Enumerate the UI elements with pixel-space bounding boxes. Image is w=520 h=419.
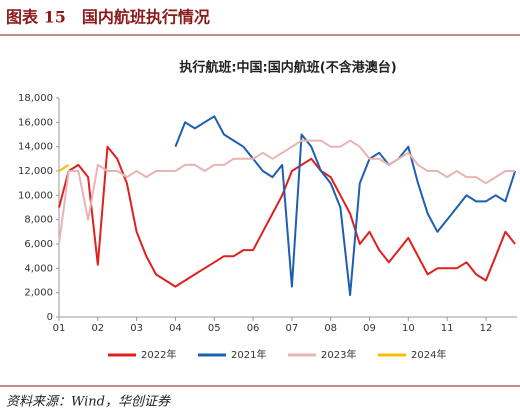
x-tick-label: 12 <box>480 323 493 334</box>
series-line <box>58 164 70 172</box>
series-line <box>58 139 516 245</box>
legend-label: 2024年 <box>411 348 446 361</box>
y-tick-label: 10,000 <box>18 190 53 201</box>
y-tick-label: 12,000 <box>18 166 53 177</box>
legend-label: 2022年 <box>141 348 176 361</box>
y-tick-label: 16,000 <box>18 117 53 128</box>
x-tick-label: 07 <box>286 323 299 334</box>
y-tick-label: 18,000 <box>18 93 53 104</box>
footer-source: 资料来源：Wind，华创证券 <box>6 395 171 410</box>
x-tick-label: 01 <box>53 323 66 334</box>
y-tick-label: 14,000 <box>18 142 53 153</box>
x-tick-label: 11 <box>441 323 454 334</box>
x-tick-label: 02 <box>91 323 104 334</box>
legend-label: 2021年 <box>231 348 266 361</box>
chart-title: 执行航班:中国:国内航班(不含港澳台) <box>179 60 396 76</box>
x-tick-label: 06 <box>247 323 260 334</box>
x-tick-label: 05 <box>208 323 221 334</box>
y-tick-label: 4,000 <box>24 263 53 274</box>
y-tick-label: 0 <box>47 312 53 323</box>
x-tick-label: 08 <box>324 323 337 334</box>
y-tick-label: 8,000 <box>24 215 53 226</box>
y-tick-label: 2,000 <box>24 288 53 299</box>
y-tick-label: 6,000 <box>24 239 53 250</box>
x-tick-label: 09 <box>363 323 376 334</box>
legend-label: 2023年 <box>321 348 356 361</box>
series-line <box>58 145 516 288</box>
series-line <box>174 115 517 297</box>
x-tick-label: 10 <box>402 323 415 334</box>
header-title: 图表 15 国内航班执行情况 <box>6 8 210 27</box>
x-tick-label: 04 <box>169 323 182 334</box>
x-tick-label: 03 <box>130 323 143 334</box>
